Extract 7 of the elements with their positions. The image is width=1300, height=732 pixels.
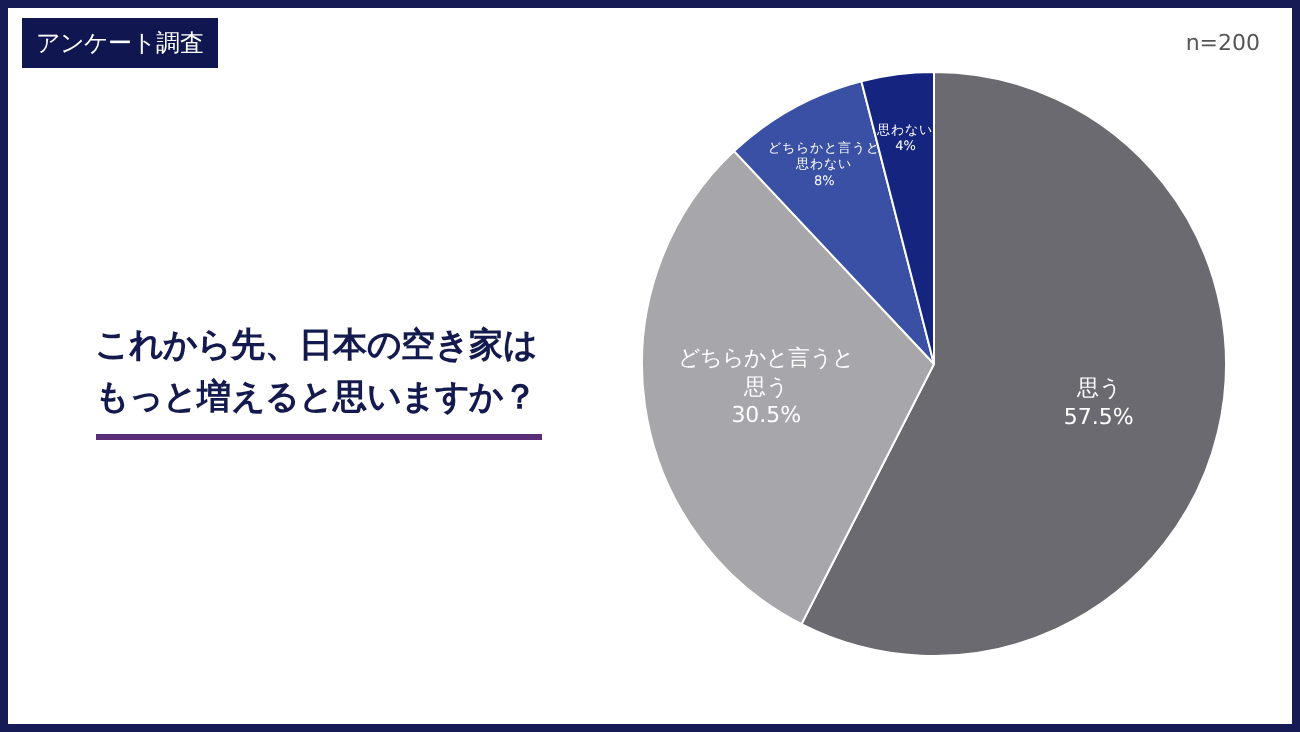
- data-label: 57.5%: [1063, 403, 1134, 430]
- text: これから先、日本の空き家はもっと増えると思いますか？: [95, 326, 537, 418]
- text: アンケート調査: [36, 28, 204, 57]
- slice-label: どちらかと言うと思う: [678, 345, 855, 400]
- slice-label: 思う: [1074, 375, 1121, 402]
- text: n=200: [1185, 30, 1260, 57]
- data-label: 30.5%: [731, 402, 802, 429]
